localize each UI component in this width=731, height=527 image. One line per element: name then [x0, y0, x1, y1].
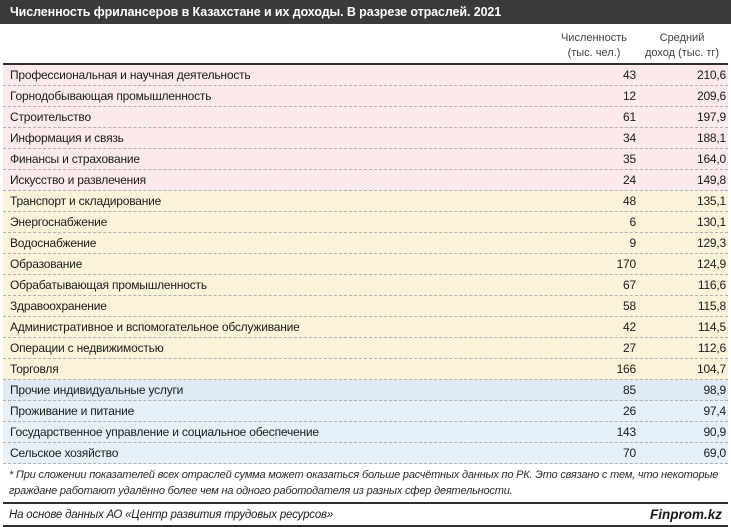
- table-row: Обрабатывающая промышленность 67 116,6: [3, 275, 728, 296]
- table-row: Искусство и развлечения 24 149,8: [3, 170, 728, 191]
- row-income-value: 69,0: [703, 446, 726, 460]
- row-label: Горнодобывающая промышленность: [10, 89, 212, 103]
- row-label: Искусство и развлечения: [10, 173, 146, 187]
- table-row: Проживание и питание 26 97,4: [3, 401, 728, 422]
- table-row: Финансы и страхование 35 164,0: [3, 149, 728, 170]
- row-label: Энергоснабжение: [10, 215, 108, 229]
- row-label: Прочие индивидуальные услуги: [10, 383, 184, 397]
- row-income-value: 114,5: [697, 320, 726, 334]
- table-row: Образование 170 124,9: [3, 254, 728, 275]
- table-row: Административное и вспомогательное обслу…: [3, 317, 728, 338]
- page-title: Численность фрилансеров в Казахстане и и…: [0, 0, 731, 24]
- row-label: Обрабатывающая промышленность: [10, 278, 207, 292]
- row-income-value: 188,1: [696, 131, 726, 145]
- table-row: Торговля 166 104,7: [3, 359, 728, 380]
- row-count-value: 27: [623, 341, 636, 355]
- row-income-value: 124,9: [696, 257, 726, 271]
- row-label: Торговля: [10, 362, 59, 376]
- table-row: Водоснабжение 9 129,3: [3, 233, 728, 254]
- row-count-value: 35: [623, 152, 636, 166]
- row-label: Административное и вспомогательное обслу…: [10, 320, 300, 334]
- table-row: Горнодобывающая промышленность 12 209,6: [3, 86, 728, 107]
- row-count-value: 85: [623, 383, 636, 397]
- row-income-value: 164,0: [696, 152, 726, 166]
- table-content: Численность (тыс. чел.) Средний доход (т…: [0, 24, 731, 527]
- row-count-value: 42: [623, 320, 636, 334]
- row-count-value: 12: [623, 89, 636, 103]
- row-label: Информация и связь: [10, 131, 124, 145]
- row-income-value: 104,7: [696, 362, 726, 376]
- column-header-income: Средний доход (тыс. тг): [644, 32, 720, 60]
- table-row: Сельское хозяйство 70 69,0: [3, 443, 728, 464]
- row-label: Профессиональная и научная деятельность: [10, 68, 251, 82]
- row-income-value: 97,4: [703, 404, 726, 418]
- row-income-value: 210,6: [696, 68, 726, 82]
- row-count-value: 6: [629, 215, 637, 229]
- column-header-row: Численность (тыс. чел.) Средний доход (т…: [3, 24, 728, 65]
- row-count-value: 61: [623, 110, 636, 124]
- row-label: Проживание и питание: [10, 404, 135, 418]
- row-count-value: 9: [629, 236, 637, 250]
- brand-logo-text: Finprom.kz: [649, 507, 722, 523]
- row-income-value: 129,3: [696, 236, 726, 250]
- row-count-value: 48: [623, 194, 636, 208]
- row-label: Строительство: [10, 110, 91, 124]
- row-income-value: 209,6: [696, 89, 726, 103]
- table-row: Транспорт и складирование 48 135,1: [3, 191, 728, 212]
- table-row: Прочие индивидуальные услуги 85 98,9: [3, 380, 728, 401]
- row-label: Сельское хозяйство: [10, 446, 119, 460]
- row-income-value: 149,8: [696, 173, 726, 187]
- row-count-value: 166: [616, 362, 637, 376]
- row-income-value: 130,1: [696, 215, 726, 229]
- row-count-value: 34: [623, 131, 636, 145]
- table-row: Здравоохранение 58 115,8: [3, 296, 728, 317]
- source-bar: На основе данных АО «Центр развития труд…: [3, 502, 728, 527]
- table-row: Информация и связь 34 188,1: [3, 128, 728, 149]
- row-count-value: 143: [616, 425, 637, 439]
- row-count-value: 170: [616, 257, 637, 271]
- row-label: Образование: [10, 257, 83, 271]
- row-label: Государственное управление и социальное …: [10, 425, 319, 439]
- row-income-value: 90,9: [703, 425, 726, 439]
- table-row: Энергоснабжение 6 130,1: [3, 212, 728, 233]
- row-count-value: 67: [623, 278, 636, 292]
- row-label: Водоснабжение: [10, 236, 97, 250]
- table-row: Профессиональная и научная деятельность …: [3, 65, 728, 86]
- row-income-value: 135,1: [696, 194, 726, 208]
- table-body: Профессиональная и научная деятельность …: [3, 65, 728, 464]
- row-count-value: 24: [623, 173, 636, 187]
- table-row: Государственное управление и социальное …: [3, 422, 728, 443]
- row-count-value: 26: [623, 404, 636, 418]
- footnote-text: * При сложении показателей всех отраслей…: [9, 469, 719, 497]
- row-label: Операции с недвижимостью: [10, 341, 164, 355]
- table-row: Операции с недвижимостью 27 112,6: [3, 338, 728, 359]
- row-count-value: 43: [623, 68, 636, 82]
- table-row: Строительство 61 197,9: [3, 107, 728, 128]
- row-count-value: 58: [623, 299, 636, 313]
- row-label: Здравоохранение: [10, 299, 107, 313]
- row-label: Финансы и страхование: [10, 152, 140, 166]
- row-income-value: 115,8: [697, 299, 726, 313]
- row-income-value: 116,6: [697, 278, 726, 292]
- row-label: Транспорт и складирование: [10, 194, 162, 208]
- row-income-value: 197,9: [696, 110, 726, 124]
- source-text: На основе данных АО «Центр развития труд…: [9, 508, 334, 521]
- column-header-count: Численность (тыс. чел.): [560, 32, 628, 60]
- row-income-value: 112,6: [697, 341, 726, 355]
- row-income-value: 98,9: [703, 383, 726, 397]
- row-count-value: 70: [623, 446, 636, 460]
